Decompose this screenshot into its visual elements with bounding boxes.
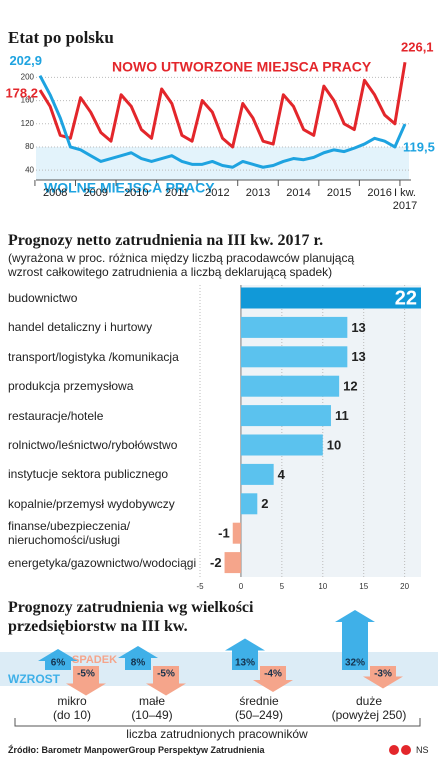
x-tick-label: 2012 — [205, 187, 230, 199]
category-label: duże (powyżej 250) — [331, 694, 407, 722]
category-label: małe (10–49) — [131, 694, 173, 722]
series-label: NOWO UTWORZONE MIEJSCA PRACY — [112, 59, 372, 75]
x-tick-label: 2010 — [124, 187, 149, 199]
category-label: instytucje sektora publicznego — [8, 467, 169, 482]
source: Źródło: Barometr ManpowerGroup Perspekty… — [8, 745, 265, 755]
category-label: energetyka/gazownictwo/wodociągi — [8, 555, 197, 570]
category-label: mikro (do 10) — [52, 694, 92, 722]
value-label: 13 — [351, 349, 365, 364]
value-label: 22 — [395, 287, 417, 309]
value-label: 13% — [235, 658, 255, 669]
legend-label: WZROST — [8, 672, 61, 686]
category-label: finanse/ubezpieczenia/ nieruchomości/usł… — [8, 519, 131, 548]
value-label: 202,9 — [9, 53, 42, 68]
line-series — [38, 62, 407, 149]
line-series — [38, 75, 407, 169]
value-label: 2 — [261, 496, 268, 511]
decline-arrow — [146, 666, 186, 696]
value-label: 6% — [51, 658, 66, 669]
category-label: rolnictwo/leśnictwo/rybołówstwo — [8, 438, 178, 452]
x-tick-label: 2015 — [326, 187, 352, 199]
credit: NS — [416, 745, 429, 755]
value-label: 178,2 — [5, 85, 38, 100]
value-label: 119,5 — [403, 139, 435, 154]
x-tick-label: 2008 — [42, 187, 68, 199]
copyright-icon — [389, 745, 399, 755]
growth-arrow — [335, 610, 375, 670]
copyright-icon — [401, 745, 411, 755]
category-label: kopalnie/przemysł wydobywczy — [8, 496, 175, 511]
x-tick-label: 10 — [318, 582, 327, 591]
value-label: 32% — [345, 658, 365, 669]
bar — [240, 375, 340, 397]
background-band — [36, 146, 409, 180]
y-tick-label: 160 — [21, 96, 35, 105]
x-tick-label: 20 — [400, 582, 409, 591]
category-label: średnie (50–249) — [234, 694, 284, 722]
bar — [240, 405, 331, 427]
y-tick-label: 200 — [21, 73, 35, 82]
bar — [240, 346, 348, 368]
chart-subtitle: (wyrażona w proc. różnica między liczbą … — [8, 251, 355, 279]
bar — [240, 287, 421, 309]
category-label: transport/logistyka /komunikacja — [8, 349, 179, 364]
value-label: 226,1 — [401, 40, 434, 55]
growth-arrow — [38, 649, 78, 670]
value-label: -1 — [218, 526, 230, 541]
decline-arrow — [363, 666, 403, 689]
x-tick-label: 15 — [359, 582, 368, 591]
x-tick-label: -5 — [196, 582, 204, 591]
decline-arrow — [66, 666, 106, 696]
axis-label: liczba zatrudnionych pracowników — [117, 727, 317, 741]
value-label: 13 — [351, 320, 365, 335]
category-label: budownictwo — [8, 291, 78, 305]
x-tick-label: 2016 — [367, 187, 392, 199]
value-label: 4 — [278, 467, 286, 482]
value-label: 11 — [335, 408, 349, 423]
chart-title: Prognozy zatrudnienia wg wielkości przed… — [8, 599, 254, 635]
bar — [224, 552, 241, 574]
y-tick-label: 40 — [25, 165, 34, 174]
y-tick-label: 80 — [25, 142, 34, 151]
chart-title: Etat po polsku — [8, 28, 114, 47]
x-tick-label: 5 — [280, 582, 285, 591]
x-tick-label: 2013 — [245, 187, 271, 199]
y-tick-label: 120 — [21, 119, 35, 128]
value-label: 10 — [327, 437, 341, 452]
category-label: produkcja przemysłowa — [8, 379, 134, 394]
decline-arrow — [253, 666, 293, 692]
bar — [240, 434, 323, 456]
value-label: 12 — [343, 379, 357, 394]
legend-label: SPADEK — [72, 654, 117, 666]
series-label: WOLNE MIEJSCA PRACY — [44, 180, 215, 196]
bar — [240, 463, 274, 485]
bar — [232, 522, 241, 544]
x-tick-label: 2014 — [286, 187, 311, 199]
value-label: -2 — [210, 555, 222, 570]
x-tick-label: I kw. 2017 — [392, 187, 418, 212]
x-tick-label: 0 — [239, 582, 244, 591]
axis-bracket — [14, 718, 421, 727]
growth-arrow — [225, 638, 265, 670]
value-label: -5% — [77, 669, 95, 680]
chart-title: Prognozy netto zatrudnienia na III kw. 2… — [8, 232, 324, 249]
value-label: -3% — [374, 669, 392, 680]
value-label: -5% — [157, 669, 175, 680]
value-label: -4% — [264, 669, 282, 680]
bar — [240, 316, 348, 338]
x-tick-label: 2009 — [83, 187, 108, 199]
category-label: restauracje/hotele — [8, 408, 104, 423]
growth-arrow — [118, 646, 158, 670]
x-tick-label: 2011 — [165, 187, 189, 199]
value-label: 8% — [131, 658, 146, 669]
category-label: handel detaliczny i hurtowy — [8, 320, 153, 335]
bar — [240, 493, 258, 515]
